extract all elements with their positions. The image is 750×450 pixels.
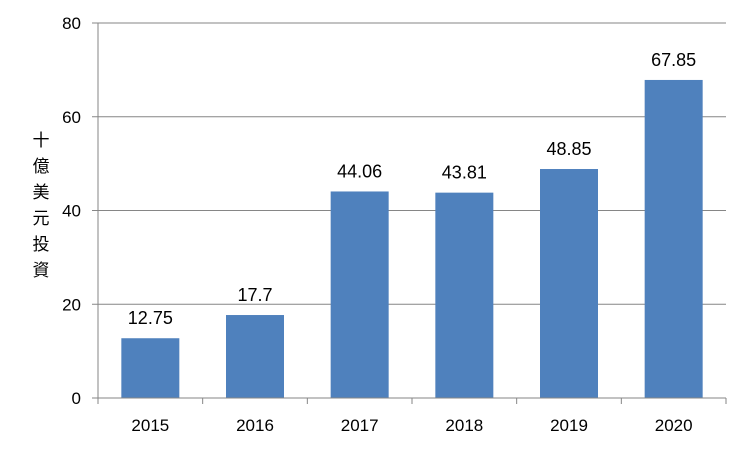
data-label: 17.7 bbox=[237, 285, 272, 305]
data-labels: 12.75 17.7 44.06 43.81 48.85 67.85 bbox=[128, 50, 696, 328]
axes bbox=[92, 23, 726, 404]
bars-group bbox=[121, 80, 702, 398]
y-tick-labels: 0 20 40 60 80 bbox=[62, 14, 81, 408]
gridlines bbox=[98, 23, 726, 304]
x-tick-label: 2017 bbox=[341, 416, 379, 435]
data-label: 12.75 bbox=[128, 308, 173, 328]
bar-2019 bbox=[540, 169, 598, 398]
x-tick-labels: 2015 2016 2017 2018 2019 2020 bbox=[131, 416, 692, 435]
bar-2016 bbox=[226, 315, 284, 398]
data-label: 44.06 bbox=[337, 161, 382, 181]
bar-2017 bbox=[331, 191, 389, 398]
bar-2018 bbox=[435, 193, 493, 398]
x-tick-label: 2015 bbox=[131, 416, 169, 435]
y-tick-label: 60 bbox=[62, 108, 81, 127]
bar-2020 bbox=[645, 80, 703, 398]
y-tick-label: 20 bbox=[62, 295, 81, 314]
y-tick-label: 0 bbox=[72, 389, 81, 408]
bar-chart: 0 20 40 60 80 2015 2016 2017 2018 2019 2020 12.75… bbox=[0, 0, 750, 450]
data-label: 43.81 bbox=[442, 163, 487, 183]
x-tick-label: 2018 bbox=[445, 416, 483, 435]
x-tick-label: 2019 bbox=[550, 416, 588, 435]
x-tick-label: 2016 bbox=[236, 416, 274, 435]
bar-2015 bbox=[121, 338, 179, 398]
y-tick-label: 40 bbox=[62, 202, 81, 221]
data-label: 48.85 bbox=[546, 139, 591, 159]
y-tick-label: 80 bbox=[62, 14, 81, 33]
data-label: 67.85 bbox=[651, 50, 696, 70]
x-tick-label: 2020 bbox=[655, 416, 693, 435]
